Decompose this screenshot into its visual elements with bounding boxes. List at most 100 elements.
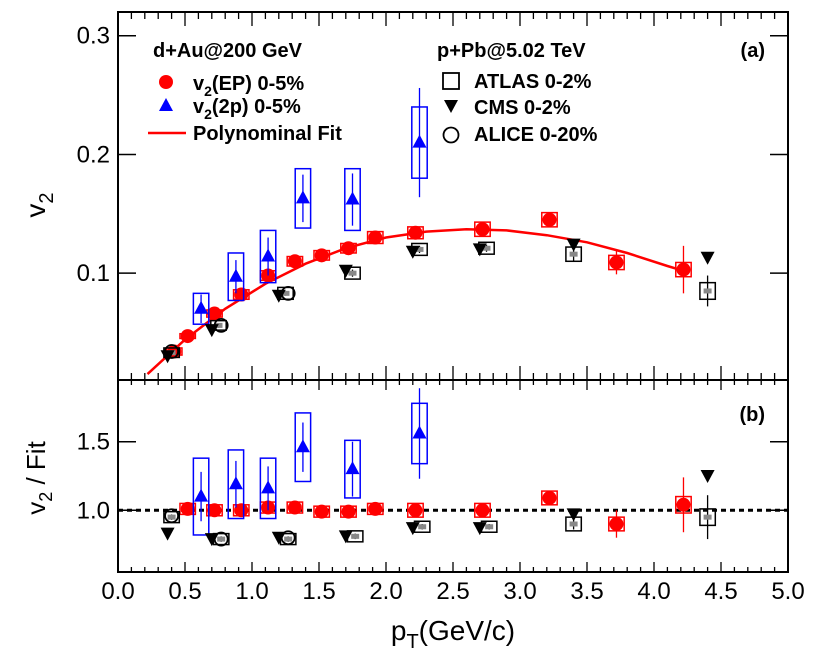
panel-b-ep-point: [314, 504, 329, 519]
panel-a-cms-point: [700, 251, 715, 265]
panel-a-atlas-point: [214, 322, 223, 328]
panel-a-atlas-point: [281, 290, 290, 296]
panel-b-sys-box: [227, 449, 245, 520]
x-tick-label: 3.0: [503, 578, 536, 605]
panel-a-sys-box: [192, 292, 210, 325]
panel-a-ep-point: [234, 287, 249, 302]
panel-a-2p-point: [261, 248, 276, 262]
panel-b-sys-box: [259, 457, 277, 520]
panel-b-2p-point: [345, 461, 360, 475]
panel-a-cms-point: [566, 238, 581, 252]
panel-a-sys-box: [227, 252, 245, 302]
panel-a-2p-point: [345, 191, 360, 205]
panel-a-y-tick-label: 0.2: [77, 141, 110, 168]
panel-b-cms-point: [405, 522, 420, 536]
panel-b-cms-point: [566, 508, 581, 522]
panel-a-ep-point: [180, 329, 195, 344]
x-tick-label: 2.5: [436, 578, 469, 605]
panel-a-y-tick-label: 0.3: [77, 23, 110, 50]
panel-b-2p-point: [261, 480, 276, 494]
panel-b-cms-point: [160, 527, 175, 541]
x-tick-label: 0.0: [101, 578, 134, 605]
legend-alice-label: ALICE 0-20%: [474, 124, 598, 146]
panel-a-ep-point: [207, 306, 222, 321]
panel-a-cms-point: [405, 245, 420, 259]
header-dau: d+Au@200 GeV: [153, 40, 303, 62]
panel-b-ep-point: [180, 501, 195, 516]
plot-layer: 0.1 0.2 0.3 1.0 1.5 0.0 0.5 1.0 1.5 2.0 2.5 3.0 3.5 4…: [77, 12, 805, 605]
panel-b-sys-box: [192, 457, 210, 536]
panel-a-cms-point: [472, 243, 487, 257]
panel-b-ep-point: [287, 500, 302, 515]
x-tick-label: 5.0: [771, 578, 804, 605]
panel-b-cms-point: [472, 522, 487, 536]
panel-a-atlas-point: [482, 245, 491, 251]
panel-b-ep-point: [341, 504, 356, 519]
panel-a-sys-box: [259, 229, 277, 284]
x-axis-title: pT(GeV/c): [391, 615, 515, 653]
panel-a-atlas-point: [569, 251, 578, 257]
panel-b-ep-point: [676, 497, 691, 512]
legend-ep-label: v2(EP) 0-5%: [193, 73, 304, 99]
legend-fit-label: Polynominal Fit: [193, 123, 342, 145]
panel-a-cms-point: [338, 264, 353, 278]
panel-b-ep-point: [408, 503, 423, 518]
panel-b-ep-point: [368, 501, 383, 516]
panel-a-ep-point: [542, 212, 557, 227]
legend-atlas-label: ATLAS 0-2%: [474, 71, 592, 93]
panel-a-ep-point: [314, 248, 329, 263]
x-tick-label: 1.0: [235, 578, 268, 605]
legend-cms-label: CMS 0-2%: [474, 97, 571, 119]
panel-b-ep-point: [609, 517, 624, 531]
panel-a-2p-point: [194, 300, 209, 314]
panel-b-atlas-point: [418, 524, 427, 530]
panel-a-y-axis-title: v2: [20, 192, 58, 217]
panel-b-alice-point: [164, 508, 180, 524]
panel-a-label: (a): [741, 40, 765, 62]
x-tick-label: 4.0: [637, 578, 670, 605]
panel-a-ep-point: [475, 222, 490, 237]
legend-cms-marker: [444, 100, 458, 113]
panel-b-ep-point: [542, 490, 557, 505]
panel-a-atlas-point: [415, 246, 424, 252]
panel-b-ep-point: [475, 503, 490, 518]
legend-alice-marker: [442, 126, 460, 144]
panel-a-y-tick-label: 0.1: [77, 260, 110, 287]
x-tick-label: 0.5: [168, 578, 201, 605]
panel-a-alice-point: [164, 344, 180, 359]
panel-b-y-tick-label: 1.5: [77, 429, 110, 456]
panel-a-atlas-point: [703, 288, 712, 294]
legend-2p-label: v2(2p) 0-5%: [193, 96, 301, 122]
panel-a-ep-point: [609, 255, 624, 270]
x-tick-label: 2.0: [369, 578, 402, 605]
panel-a-ep-point: [676, 262, 691, 277]
header-ppb: p+Pb@5.02 TeV: [437, 40, 586, 62]
panel-a-2p-point: [228, 268, 243, 282]
panel-b-atlas-point: [167, 514, 176, 520]
x-tick-label: 4.5: [704, 578, 737, 605]
panel-b-sys-box: [294, 412, 312, 483]
panel-a-sys-box: [344, 167, 361, 232]
panel-b-2p-point: [194, 488, 209, 502]
panel-a-ep-point: [368, 230, 383, 245]
legend-2p-marker: [159, 98, 173, 111]
panel-b-2p-point: [412, 425, 427, 439]
panel-b-y-tick-label: 1.0: [77, 497, 110, 524]
panel-b-atlas-point: [703, 514, 712, 520]
panel-b-y-axis-title: v2 / Fit: [21, 440, 56, 514]
panel-a-ep-point: [408, 225, 423, 240]
panel-b-atlas-point: [217, 536, 226, 542]
legend-atlas-marker: [442, 72, 460, 90]
panel-a-2p-point: [295, 190, 310, 204]
panel-b-atlas-point: [569, 521, 578, 527]
panel-b-atlas-point: [485, 524, 494, 530]
panel-b-cms-point: [338, 530, 353, 544]
x-tick-label: 3.5: [570, 578, 603, 605]
panel-b-alice-point: [213, 531, 229, 547]
panel-a-ep-point: [287, 254, 302, 269]
panel-b-2p-point: [228, 476, 243, 490]
panel-b-atlas-point: [351, 533, 360, 539]
panel-a-ep-point: [341, 241, 356, 256]
